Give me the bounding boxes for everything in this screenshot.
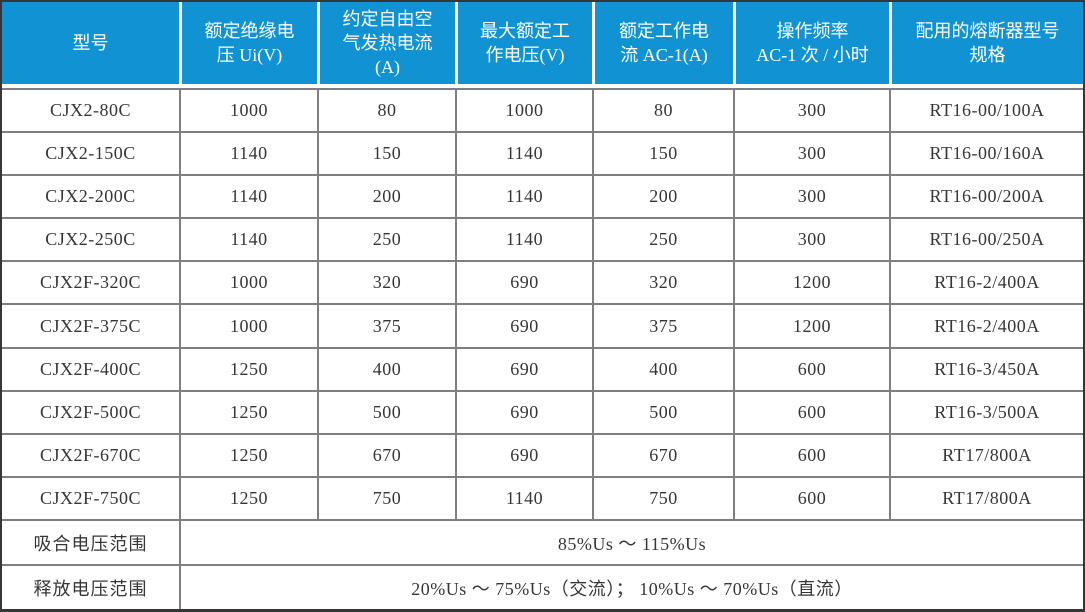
value-cell: 1140 (455, 131, 592, 175)
value-cell: 1250 (179, 475, 317, 519)
value-cell: 1140 (455, 174, 592, 218)
value-cell: RT17/800A (889, 432, 1083, 476)
value-cell: 1140 (455, 475, 592, 519)
value-cell: 1000 (179, 88, 317, 132)
value-cell: 150 (592, 131, 733, 175)
value-cell: 600 (733, 432, 889, 476)
value-cell: 500 (592, 389, 733, 433)
value-cell: 670 (592, 432, 733, 476)
value-cell: RT16-2/400A (889, 260, 1083, 304)
model-cell: CJX2-80C (2, 88, 179, 131)
pickup-voltage-value: 85%Us ～ 115%Us (179, 519, 1083, 564)
col-header-max-rated-working-voltage: 最大额定工 作电压(V) (455, 2, 592, 88)
value-cell: 1000 (179, 260, 317, 304)
col-header-rated-working-current-ac1: 额定工作电 流 AC-1(A) (592, 2, 733, 88)
col-header-rated-insulation-voltage: 额定绝缘电 压 Ui(V) (179, 2, 317, 88)
value-cell: 1250 (179, 389, 317, 433)
value-cell: 690 (455, 260, 592, 304)
col-header-model: 型号 (2, 2, 179, 88)
value-cell: 80 (317, 88, 455, 132)
table-header: 型号 额定绝缘电 压 Ui(V) 约定自由空 气发热电流 (A) 最大额定工 作… (2, 2, 1083, 88)
value-cell: 400 (317, 346, 455, 390)
model-cell: CJX2F-500C (2, 389, 179, 433)
value-cell: 1000 (179, 303, 317, 347)
value-cell: 500 (317, 389, 455, 433)
value-cell: 200 (317, 174, 455, 218)
model-cell: CJX2F-400C (2, 346, 179, 390)
value-cell: 250 (317, 217, 455, 261)
col-header-fuse-spec: 配用的熔断器型号 规格 (889, 2, 1083, 88)
value-cell: 670 (317, 432, 455, 476)
spec-row: CJX2F-375C 1000 375 690 375 1200 RT16-2/400A (2, 303, 1083, 347)
spec-row: CJX2-150C 1140 150 1140 150 300 RT16-00/160A (2, 131, 1083, 175)
value-cell: 600 (733, 346, 889, 390)
value-cell: 1250 (179, 432, 317, 476)
spec-row: CJX2F-320C 1000 320 690 320 1200 RT16-2/400A (2, 260, 1083, 304)
value-cell: 1200 (733, 303, 889, 347)
spec-row: CJX2-200C 1140 200 1140 200 300 RT16-00/200A (2, 174, 1083, 218)
value-cell: 1140 (179, 217, 317, 261)
value-cell: RT16-2/400A (889, 303, 1083, 347)
value-cell: 200 (592, 174, 733, 218)
value-cell: 690 (455, 389, 592, 433)
value-cell: 600 (733, 475, 889, 519)
pickup-voltage-label: 吸合电压范围 (2, 519, 179, 564)
value-cell: 150 (317, 131, 455, 175)
value-cell: 300 (733, 217, 889, 261)
model-cell: CJX2-200C (2, 174, 179, 217)
value-cell: 750 (592, 475, 733, 519)
model-cell: CJX2F-320C (2, 260, 179, 303)
value-cell: 250 (592, 217, 733, 261)
spec-row: CJX2F-670C 1250 670 690 670 600 RT17/800A (2, 432, 1083, 476)
value-cell: 1250 (179, 346, 317, 390)
value-cell: 600 (733, 389, 889, 433)
model-cell: CJX2-250C (2, 217, 179, 260)
spec-row: CJX2-250C 1140 250 1140 250 300 RT16-00/250A (2, 217, 1083, 261)
value-cell: 1200 (733, 260, 889, 304)
value-cell: 400 (592, 346, 733, 390)
spec-row: CJX2F-750C 1250 750 1140 750 600 RT17/800A (2, 475, 1083, 519)
spec-row: CJX2F-400C 1250 400 690 400 600 RT16-3/450A (2, 346, 1083, 390)
model-cell: CJX2F-375C (2, 303, 179, 346)
value-cell: RT16-3/450A (889, 346, 1083, 390)
release-voltage-value: 20%Us ～ 75%Us（交流）； 10%Us ～ 70%Us（直流） (179, 564, 1083, 609)
value-cell: RT17/800A (889, 475, 1083, 519)
value-cell: 1140 (179, 174, 317, 218)
value-cell: 690 (455, 346, 592, 390)
value-cell: RT16-3/500A (889, 389, 1083, 433)
value-cell: RT16-00/160A (889, 131, 1083, 175)
value-cell: 750 (317, 475, 455, 519)
value-cell: 300 (733, 88, 889, 132)
value-cell: 300 (733, 174, 889, 218)
model-cell: CJX2F-750C (2, 475, 179, 519)
release-voltage-label: 释放电压范围 (2, 564, 179, 609)
value-cell: 320 (317, 260, 455, 304)
value-cell: RT16-00/100A (889, 88, 1083, 132)
value-cell: RT16-00/200A (889, 174, 1083, 218)
value-cell: 375 (317, 303, 455, 347)
col-header-operating-frequency: 操作频率 AC-1 次 / 小时 (733, 2, 889, 88)
header-row: 型号 额定绝缘电 压 Ui(V) 约定自由空 气发热电流 (A) 最大额定工 作… (2, 2, 1083, 88)
table-body: CJX2-80C 1000 80 1000 80 300 RT16-00/100A CJX2-… (2, 88, 1083, 519)
value-cell: RT16-00/250A (889, 217, 1083, 261)
model-cell: CJX2-150C (2, 131, 179, 174)
value-cell: 1140 (179, 131, 317, 175)
table-footer: 吸合电压范围 85%Us ～ 115%Us 释放电压范围 20%Us ～ 75%… (2, 519, 1083, 609)
value-cell: 80 (592, 88, 733, 132)
col-header-free-air-thermal-current: 约定自由空 气发热电流 (A) (317, 2, 455, 88)
model-cell: CJX2F-670C (2, 432, 179, 476)
value-cell: 1140 (455, 217, 592, 261)
value-cell: 690 (455, 303, 592, 347)
release-voltage-row: 释放电压范围 20%Us ～ 75%Us（交流）； 10%Us ～ 70%Us（… (2, 564, 1083, 609)
pickup-voltage-row: 吸合电压范围 85%Us ～ 115%Us (2, 519, 1083, 564)
spec-row: CJX2-80C 1000 80 1000 80 300 RT16-00/100A (2, 88, 1083, 132)
value-cell: 320 (592, 260, 733, 304)
spec-row: CJX2F-500C 1250 500 690 500 600 RT16-3/500A (2, 389, 1083, 433)
value-cell: 375 (592, 303, 733, 347)
value-cell: 300 (733, 131, 889, 175)
value-cell: 1000 (455, 88, 592, 132)
value-cell: 690 (455, 432, 592, 476)
